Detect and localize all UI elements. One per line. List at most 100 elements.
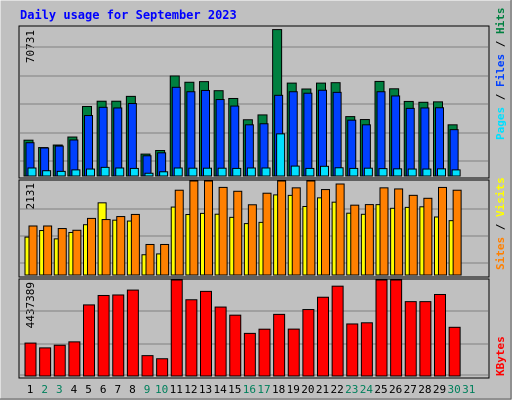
day-label: 31 xyxy=(462,383,475,396)
hits-files-pages-legend: Pages / Files / Hits xyxy=(494,8,507,141)
pages-bar xyxy=(451,169,461,177)
kbytes-bar xyxy=(448,326,461,377)
pages-bar xyxy=(100,166,110,177)
files-bar xyxy=(98,106,108,177)
sites-bar xyxy=(233,190,243,276)
kbytes-bar xyxy=(185,299,198,377)
legend-separator: / xyxy=(494,87,507,107)
sites-bar xyxy=(438,186,447,276)
files-bar xyxy=(113,107,123,177)
files-bar xyxy=(332,91,342,177)
sites-bar xyxy=(28,225,38,276)
sites-bar xyxy=(306,180,316,276)
kbytes-bar xyxy=(156,358,169,377)
sites-bar xyxy=(394,188,404,276)
pages-bar xyxy=(159,171,169,177)
x-axis-day-labels: 1 2 3 4 5 6 7 8 9 10 11 12 13 14 15 16 17 18 19 20 21 22 23 24 2… xyxy=(27,383,476,396)
sites-bar xyxy=(423,197,433,276)
day-label: 4 xyxy=(71,383,78,396)
kbytes-bar xyxy=(229,314,242,377)
pages-bar xyxy=(378,168,388,177)
pages-bar xyxy=(407,168,417,177)
sites-ymax-label: 2131 xyxy=(24,183,37,210)
sites-bar xyxy=(116,216,126,276)
day-label: 3 xyxy=(56,383,63,396)
pages-bar xyxy=(56,170,66,177)
sites-bar xyxy=(335,183,345,276)
day-label: 23 xyxy=(345,383,358,396)
day-label: 19 xyxy=(287,383,300,396)
sites-bar xyxy=(160,243,170,276)
files-bar xyxy=(127,103,137,177)
pages-bar xyxy=(27,167,37,177)
sites-visits-legend: Sites / Visits xyxy=(494,177,507,270)
legend-sites: Sites xyxy=(494,237,507,270)
kbytes-bar xyxy=(375,279,388,377)
kbytes-bar xyxy=(287,328,300,377)
legend-kbytes: KBytes xyxy=(494,336,507,376)
kbytes-bar xyxy=(68,341,81,377)
legend-separator: / xyxy=(494,34,507,54)
day-label: 6 xyxy=(100,383,107,396)
kbytes-bar xyxy=(346,323,359,377)
pages-bar xyxy=(334,167,344,177)
pages-bar xyxy=(129,167,139,177)
day-label: 13 xyxy=(199,383,212,396)
legend-separator: / xyxy=(494,217,507,237)
pages-bar xyxy=(320,165,329,177)
legend-visits: Visits xyxy=(494,177,507,217)
pages-bar xyxy=(276,133,286,177)
sites-bar xyxy=(72,229,82,276)
day-label: 22 xyxy=(331,383,344,396)
day-label: 14 xyxy=(214,383,228,396)
kbytes-bar xyxy=(258,328,271,377)
sites-bar xyxy=(277,180,287,276)
day-label: 21 xyxy=(316,383,329,396)
day-label: 20 xyxy=(301,383,314,396)
day-label: 26 xyxy=(389,383,402,396)
kbytes-bar xyxy=(360,322,373,377)
pages-bar xyxy=(188,167,198,177)
kbytes-bar xyxy=(390,279,403,377)
sites-bar xyxy=(262,192,272,276)
pages-bar xyxy=(290,165,300,177)
kbytes-bar xyxy=(273,313,286,377)
sites-bar xyxy=(204,180,213,276)
files-bar xyxy=(171,86,181,177)
day-label: 16 xyxy=(243,383,256,396)
kbytes-bar xyxy=(112,294,125,377)
kbytes-bar xyxy=(404,301,417,377)
sites-bar xyxy=(174,189,184,276)
files-bar xyxy=(318,89,327,177)
sites-bar xyxy=(247,204,257,276)
sites-bar xyxy=(57,228,67,276)
legend-hits: Hits xyxy=(494,8,507,35)
day-label: 9 xyxy=(144,383,151,396)
kbytes-bar xyxy=(170,279,183,377)
day-label: 7 xyxy=(114,383,121,396)
day-label: 12 xyxy=(184,383,197,396)
kbytes-bar xyxy=(200,290,212,377)
kbytes-panel xyxy=(18,278,490,379)
sites-bar xyxy=(218,186,228,276)
pages-bar xyxy=(217,167,227,177)
kbytes-bar xyxy=(243,332,256,377)
sites-bar xyxy=(321,189,330,276)
pages-bar xyxy=(203,167,212,177)
files-bar xyxy=(84,115,93,177)
kbytes-bar xyxy=(317,296,329,377)
files-bar xyxy=(347,119,357,177)
pages-bar xyxy=(363,167,373,177)
files-bar xyxy=(420,107,430,177)
pages-bar xyxy=(173,167,183,177)
kbytes-bar xyxy=(331,285,344,377)
sites-bar xyxy=(189,180,199,276)
day-label: 15 xyxy=(228,383,241,396)
day-label: 10 xyxy=(155,383,168,396)
pages-bar xyxy=(71,169,81,177)
kbytes-legend: KBytes xyxy=(494,336,507,376)
files-bar xyxy=(215,99,225,177)
day-label: 27 xyxy=(404,383,417,396)
sites-bar xyxy=(452,189,462,276)
